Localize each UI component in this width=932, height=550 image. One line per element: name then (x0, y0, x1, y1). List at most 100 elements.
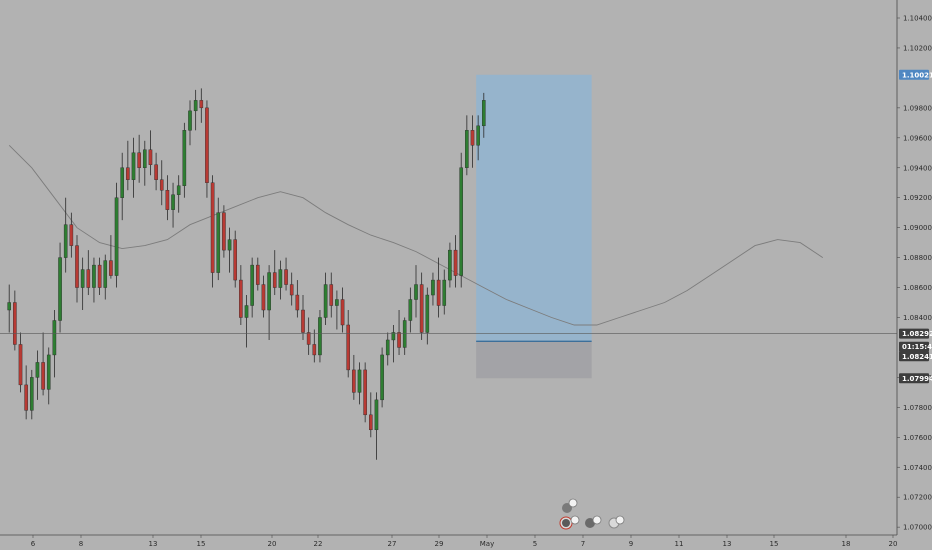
candle[interactable] (385, 332, 390, 366)
candle[interactable] (154, 152, 158, 191)
candle[interactable] (352, 354, 356, 400)
price-tag-entry[interactable]: 1.08241 (899, 351, 932, 362)
candle[interactable] (278, 260, 283, 300)
candle[interactable] (210, 175, 215, 288)
candlestick-series[interactable] (7, 88, 486, 460)
time-axis[interactable]: 6 8 13 15 20 22 27 29 May 5 7 9 11 13 15 18 20 (0, 534, 932, 550)
candle[interactable] (97, 257, 102, 296)
candle[interactable] (340, 287, 345, 333)
candle[interactable] (137, 134, 141, 183)
candle[interactable] (199, 88, 204, 123)
candle[interactable] (329, 272, 334, 318)
candle[interactable] (30, 369, 34, 420)
candle[interactable] (335, 290, 339, 330)
target-zone[interactable] (476, 74, 592, 342)
candle[interactable] (425, 287, 430, 345)
candle[interactable] (120, 152, 124, 221)
candle[interactable] (306, 317, 311, 355)
candle[interactable] (58, 242, 62, 333)
candle[interactable] (205, 100, 209, 198)
candle[interactable] (80, 257, 85, 311)
candle[interactable] (436, 257, 441, 318)
candle[interactable] (391, 324, 396, 363)
candle[interactable] (256, 257, 260, 291)
candle[interactable] (193, 89, 198, 131)
candle[interactable] (380, 347, 384, 408)
event-flag-icon[interactable] (608, 515, 625, 529)
candle[interactable] (289, 272, 294, 306)
candle[interactable] (41, 332, 45, 396)
candle[interactable] (244, 295, 249, 348)
candle[interactable] (18, 332, 23, 393)
candle[interactable] (86, 250, 91, 296)
candle[interactable] (52, 310, 57, 378)
candle[interactable] (267, 265, 271, 340)
candle[interactable] (188, 100, 192, 146)
candle[interactable] (250, 257, 254, 318)
candle[interactable] (171, 182, 175, 228)
candle[interactable] (284, 257, 288, 291)
candle[interactable] (142, 140, 147, 186)
candle[interactable] (75, 235, 79, 303)
candle[interactable] (346, 310, 351, 378)
candle[interactable] (476, 115, 480, 161)
candle[interactable] (459, 152, 464, 288)
candle[interactable] (414, 265, 418, 318)
candle[interactable] (301, 295, 305, 340)
candle[interactable] (176, 175, 181, 213)
candle[interactable] (453, 235, 458, 288)
candle[interactable] (35, 350, 40, 400)
candle[interactable] (227, 227, 232, 273)
candle[interactable] (109, 235, 113, 279)
candle[interactable] (408, 287, 413, 333)
candle[interactable] (448, 242, 452, 288)
candle[interactable] (363, 362, 367, 423)
candle[interactable] (374, 392, 379, 460)
candle[interactable] (312, 329, 317, 363)
candle[interactable] (148, 130, 153, 176)
candle[interactable] (24, 365, 28, 420)
candle[interactable] (126, 140, 130, 191)
long-position-tool[interactable] (476, 74, 592, 379)
candle[interactable] (397, 310, 401, 355)
price-tag-target[interactable]: 1.10021 (899, 69, 932, 80)
candle[interactable] (233, 230, 238, 288)
candle[interactable] (442, 269, 447, 315)
economic-events[interactable] (559, 498, 625, 530)
event-flag-icon[interactable] (559, 515, 580, 530)
candle[interactable] (165, 175, 170, 221)
candle[interactable] (272, 250, 277, 296)
candle[interactable] (357, 362, 362, 405)
stop-zone[interactable] (476, 341, 592, 379)
candle[interactable] (470, 115, 475, 168)
candle[interactable] (92, 257, 96, 303)
price-tag-current[interactable]: 1.08292 (899, 328, 932, 339)
candle[interactable] (182, 122, 187, 198)
candle[interactable] (222, 205, 226, 258)
event-flag-icon[interactable] (585, 515, 602, 528)
candle[interactable] (482, 92, 486, 138)
candle[interactable] (239, 265, 243, 325)
candle[interactable] (63, 197, 68, 273)
candle[interactable] (465, 115, 469, 176)
candle[interactable] (431, 272, 435, 306)
candle[interactable] (69, 212, 74, 258)
candle[interactable] (131, 137, 136, 198)
price-tag-stop[interactable]: 1.07994 (899, 373, 932, 384)
candle[interactable] (7, 284, 11, 333)
candle[interactable] (13, 290, 17, 351)
candle[interactable] (295, 280, 300, 318)
candle[interactable] (216, 197, 221, 281)
candle[interactable] (261, 275, 266, 318)
candle[interactable] (159, 160, 164, 206)
candle[interactable] (114, 182, 119, 288)
candle[interactable] (419, 272, 424, 340)
candle[interactable] (369, 392, 373, 438)
candle[interactable] (46, 347, 51, 405)
candle[interactable] (323, 272, 328, 325)
candle[interactable] (103, 254, 108, 300)
candle[interactable] (318, 310, 322, 363)
event-icon[interactable] (562, 498, 578, 513)
price-axis[interactable]: 1.10400 1.10200 1.09800 1.09600 1.09400 1.092… (896, 0, 932, 550)
